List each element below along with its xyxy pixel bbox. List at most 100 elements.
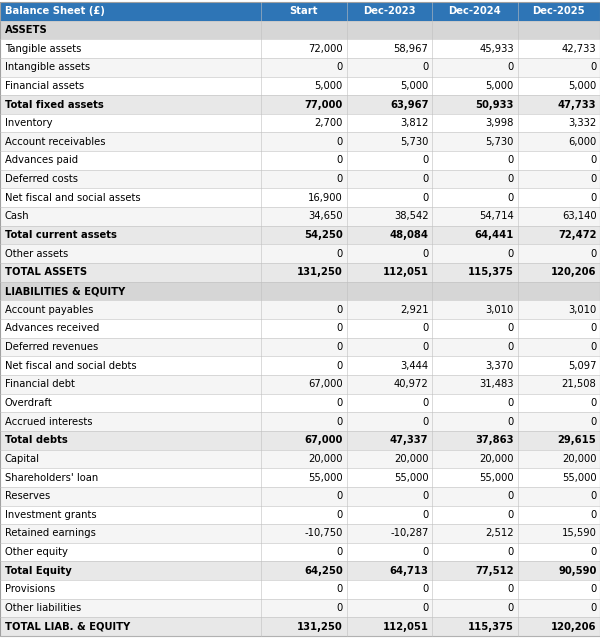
Text: -10,750: -10,750 — [305, 528, 343, 538]
Bar — [0, 505, 600, 524]
Text: 0: 0 — [508, 398, 514, 408]
Text: 0: 0 — [590, 174, 596, 184]
Text: 0: 0 — [508, 547, 514, 557]
Text: 0: 0 — [422, 491, 428, 501]
Text: 20,000: 20,000 — [479, 454, 514, 464]
Bar — [0, 2, 600, 20]
Bar — [0, 618, 600, 636]
Bar — [0, 468, 600, 487]
Bar — [0, 300, 600, 319]
Text: 34,650: 34,650 — [308, 211, 343, 221]
Text: 0: 0 — [422, 510, 428, 520]
Text: 131,250: 131,250 — [297, 267, 343, 278]
Text: 54,714: 54,714 — [479, 211, 514, 221]
Bar — [0, 39, 600, 58]
Text: 0: 0 — [337, 156, 343, 165]
Text: Shareholders' loan: Shareholders' loan — [5, 473, 98, 482]
Text: 55,000: 55,000 — [308, 473, 343, 482]
Text: 5,000: 5,000 — [314, 81, 343, 91]
Bar — [0, 133, 600, 151]
Text: 42,733: 42,733 — [562, 43, 596, 54]
Bar — [0, 20, 600, 39]
Text: 0: 0 — [590, 342, 596, 352]
Bar — [0, 188, 600, 207]
Text: 0: 0 — [590, 249, 596, 259]
Text: 50,933: 50,933 — [476, 100, 514, 110]
Bar — [0, 151, 600, 170]
Text: 38,542: 38,542 — [394, 211, 428, 221]
Text: 0: 0 — [422, 417, 428, 427]
Text: Account payables: Account payables — [5, 305, 93, 315]
Text: 0: 0 — [590, 323, 596, 333]
Bar — [0, 263, 600, 282]
Text: Accrued interests: Accrued interests — [5, 417, 92, 427]
Bar — [0, 394, 600, 412]
Text: 0: 0 — [422, 342, 428, 352]
Bar — [0, 356, 600, 375]
Text: 15,590: 15,590 — [562, 528, 596, 538]
Text: 0: 0 — [337, 417, 343, 427]
Text: Dec-2025: Dec-2025 — [532, 6, 585, 16]
Bar — [0, 561, 600, 580]
Text: 0: 0 — [422, 249, 428, 259]
Text: Total fixed assets: Total fixed assets — [5, 100, 104, 110]
Bar — [0, 450, 600, 468]
Text: 67,000: 67,000 — [308, 379, 343, 389]
Text: 20,000: 20,000 — [308, 454, 343, 464]
Text: Other assets: Other assets — [5, 249, 68, 259]
Text: Financial assets: Financial assets — [5, 81, 84, 91]
Text: Tangible assets: Tangible assets — [5, 43, 81, 54]
Text: 3,010: 3,010 — [568, 305, 596, 315]
Bar — [0, 77, 600, 95]
Text: 48,084: 48,084 — [389, 230, 428, 240]
Text: TOTAL ASSETS: TOTAL ASSETS — [5, 267, 87, 278]
Bar — [0, 599, 600, 618]
Text: Dec-2024: Dec-2024 — [448, 6, 501, 16]
Bar — [0, 338, 600, 356]
Bar — [0, 282, 600, 300]
Text: 0: 0 — [590, 491, 596, 501]
Text: 5,730: 5,730 — [485, 137, 514, 147]
Text: 131,250: 131,250 — [297, 622, 343, 632]
Text: Advances paid: Advances paid — [5, 156, 78, 165]
Text: Net fiscal and social assets: Net fiscal and social assets — [5, 193, 140, 203]
Text: Other equity: Other equity — [5, 547, 68, 557]
Text: 112,051: 112,051 — [382, 622, 428, 632]
Text: 0: 0 — [422, 156, 428, 165]
Text: 90,590: 90,590 — [558, 566, 596, 576]
Text: Balance Sheet (£): Balance Sheet (£) — [5, 6, 104, 16]
Text: 0: 0 — [337, 174, 343, 184]
Text: 0: 0 — [337, 323, 343, 333]
Text: 0: 0 — [590, 510, 596, 520]
Text: Overdraft: Overdraft — [5, 398, 53, 408]
Text: 63,967: 63,967 — [390, 100, 428, 110]
Bar — [0, 431, 600, 450]
Text: 72,000: 72,000 — [308, 43, 343, 54]
Text: TOTAL LIAB. & EQUITY: TOTAL LIAB. & EQUITY — [5, 622, 130, 632]
Text: 0: 0 — [590, 547, 596, 557]
Text: 112,051: 112,051 — [382, 267, 428, 278]
Text: 0: 0 — [337, 491, 343, 501]
Text: 16,900: 16,900 — [308, 193, 343, 203]
Text: Total debts: Total debts — [5, 435, 68, 445]
Text: 0: 0 — [508, 584, 514, 595]
Text: 0: 0 — [337, 398, 343, 408]
Text: 0: 0 — [422, 398, 428, 408]
Bar — [0, 543, 600, 561]
Text: Total Equity: Total Equity — [5, 566, 71, 576]
Text: 20,000: 20,000 — [562, 454, 596, 464]
Text: Account receivables: Account receivables — [5, 137, 106, 147]
Text: 5,000: 5,000 — [485, 81, 514, 91]
Text: Start: Start — [290, 6, 318, 16]
Text: 0: 0 — [422, 193, 428, 203]
Bar — [0, 319, 600, 338]
Text: 72,472: 72,472 — [558, 230, 596, 240]
Text: 0: 0 — [590, 584, 596, 595]
Text: 58,967: 58,967 — [394, 43, 428, 54]
Text: 115,375: 115,375 — [468, 622, 514, 632]
Text: 64,713: 64,713 — [389, 566, 428, 576]
Text: 0: 0 — [508, 342, 514, 352]
Text: 67,000: 67,000 — [305, 435, 343, 445]
Text: 0: 0 — [590, 398, 596, 408]
Text: 0: 0 — [337, 137, 343, 147]
